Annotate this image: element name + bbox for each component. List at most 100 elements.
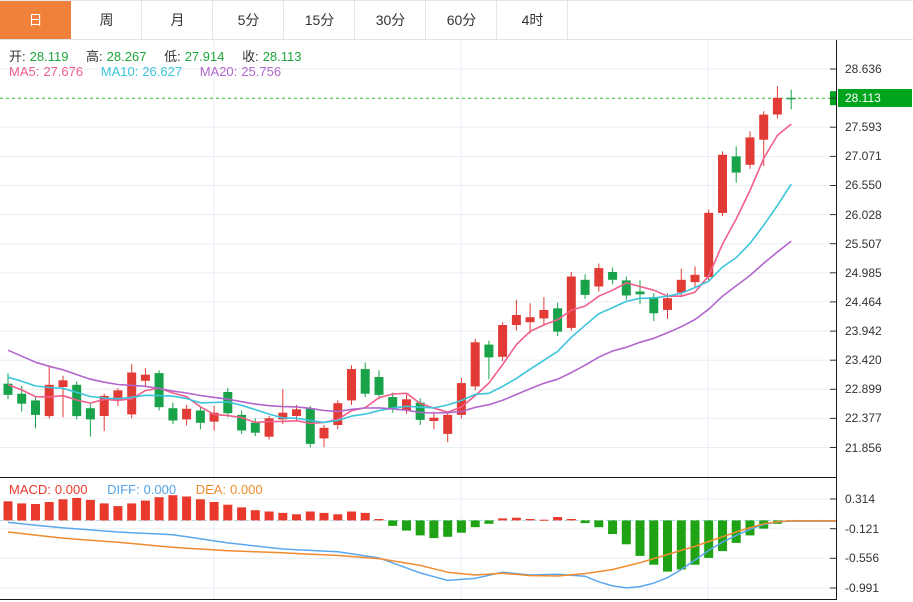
ma5-label: MA5:: [9, 64, 40, 79]
candle-body: [17, 393, 27, 404]
candle-body: [305, 408, 315, 444]
price-axis-label: 22.899: [845, 382, 882, 397]
candle-body: [140, 374, 150, 381]
tab-4hour[interactable]: 4时: [497, 1, 568, 39]
candle-body: [347, 369, 356, 401]
macd-bar: [99, 503, 109, 521]
ma10-value: 26.627: [142, 64, 183, 79]
macd-bar: [484, 520, 494, 524]
ma10-line: [7, 183, 792, 424]
high-value: 28.267: [106, 49, 147, 64]
ma5-value: 27.676: [43, 64, 84, 79]
tab-day[interactable]: 日: [0, 1, 71, 39]
ma20-line: [7, 240, 792, 414]
candle-body: [484, 344, 494, 358]
axis-separator-line: [836, 40, 837, 600]
macd-bar: [415, 520, 425, 536]
macd-histogram: [3, 495, 796, 572]
macd-bar: [374, 519, 384, 521]
price-axis-label: 24.985: [845, 265, 882, 280]
candle-body: [690, 274, 700, 283]
macd-bar: [72, 497, 82, 521]
candle-body: [539, 310, 549, 319]
macd-bar: [443, 520, 453, 537]
candle-body: [209, 412, 219, 422]
macd-bar: [85, 499, 95, 521]
diff-value: 0.000: [143, 482, 177, 497]
candle-body: [663, 298, 672, 310]
candle-body: [525, 317, 535, 323]
ohlc-readout: 开: 28.119 高: 28.267 低: 27.914 收: 28.113: [9, 46, 306, 65]
tab-60min[interactable]: 60分: [426, 1, 497, 39]
macd-bar: [566, 519, 576, 521]
main-chart-plot[interactable]: [0, 40, 837, 477]
ma20-label: MA20:: [199, 64, 238, 79]
candle-body: [154, 373, 164, 408]
macd-bar: [182, 496, 192, 521]
macd-bar: [663, 520, 672, 572]
macd-bar: [209, 502, 219, 521]
candle-body: [85, 408, 95, 420]
macd-bar: [223, 504, 233, 521]
candle-body: [3, 383, 13, 395]
macd-bar: [127, 503, 137, 521]
candle-body: [374, 377, 384, 395]
macd-bar: [347, 511, 356, 521]
macd-axis-label: 0.314: [845, 491, 876, 506]
macd-bar: [539, 519, 549, 521]
tab-30min[interactable]: 30分: [355, 1, 426, 39]
candle-body: [635, 291, 645, 295]
candle-body: [360, 369, 370, 394]
candle-body: [456, 383, 466, 415]
price-axis-label: 27.071: [845, 149, 882, 164]
candle-body: [415, 402, 425, 420]
macd-bar: [58, 499, 68, 521]
ma20-value: 25.756: [241, 64, 282, 79]
price-axis-label: 26.028: [845, 207, 882, 222]
macd-bar: [676, 520, 686, 570]
macd-bar: [690, 520, 700, 565]
open-label: 开:: [9, 49, 26, 64]
candle-body: [402, 399, 411, 411]
macd-bar: [429, 520, 439, 539]
candle-body: [195, 410, 205, 423]
macd-bar: [168, 495, 178, 521]
dea-label: DEA:: [195, 482, 227, 497]
macd-plot[interactable]: [0, 477, 837, 600]
macd-bar: [250, 510, 260, 521]
diff-label: DIFF:: [107, 482, 140, 497]
dea-value: 0.000: [230, 482, 263, 497]
tab-week[interactable]: 周: [71, 1, 142, 39]
candle-body: [168, 408, 178, 421]
candle-body: [292, 409, 301, 416]
macd-bar: [31, 504, 40, 521]
tab-month[interactable]: 月: [142, 1, 213, 39]
macd-bar: [113, 506, 123, 521]
price-axis-label: 23.420: [845, 353, 882, 368]
tab-5min[interactable]: 5分: [213, 1, 284, 39]
candle-body: [113, 390, 123, 401]
candle-body: [333, 403, 343, 425]
ma10-label: MA10:: [100, 64, 139, 79]
candle-body: [319, 427, 329, 439]
macd-bar: [319, 512, 329, 521]
macd-bar: [594, 520, 604, 528]
candle-body: [704, 212, 714, 277]
price-axis-label: 26.550: [845, 178, 882, 193]
candle-body: [264, 418, 274, 437]
macd-bar: [154, 497, 164, 521]
low-label: 低:: [164, 49, 181, 64]
macd-bar: [621, 520, 631, 545]
candle-body: [594, 268, 604, 287]
candle-body: [511, 315, 521, 325]
candle-body: [745, 137, 755, 165]
macd-bar: [525, 519, 535, 521]
macd-bar: [470, 520, 480, 528]
dea-line: [7, 519, 837, 577]
macd-bar: [498, 518, 508, 521]
candle-body: [470, 342, 480, 387]
macd-axis-label: -0.121: [845, 521, 880, 536]
tab-15min[interactable]: 15分: [284, 1, 355, 39]
low-value: 27.914: [184, 49, 225, 64]
